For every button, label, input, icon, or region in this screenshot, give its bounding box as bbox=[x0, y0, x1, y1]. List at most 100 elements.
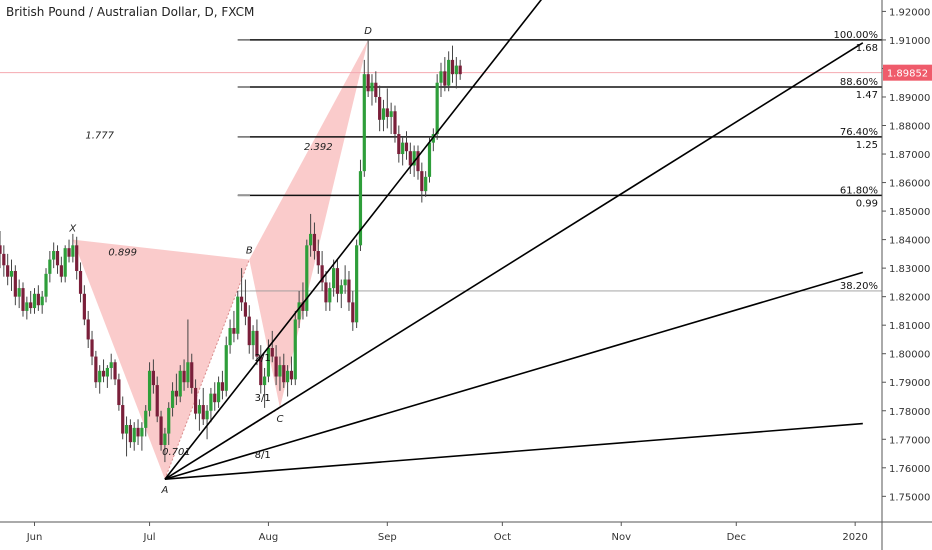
candle-body[interactable] bbox=[48, 259, 52, 274]
candle-body[interactable] bbox=[178, 370, 182, 397]
candle-body[interactable] bbox=[362, 74, 366, 172]
candle-body[interactable] bbox=[52, 251, 56, 260]
candle-body[interactable] bbox=[397, 134, 401, 155]
candle-body[interactable] bbox=[21, 288, 25, 311]
candle-body[interactable] bbox=[186, 362, 190, 383]
candle-body[interactable] bbox=[286, 370, 290, 383]
candle-body[interactable] bbox=[55, 251, 60, 266]
candle-body[interactable] bbox=[332, 268, 336, 289]
candle-body[interactable] bbox=[420, 171, 424, 192]
candle-body[interactable] bbox=[343, 279, 347, 286]
candle-body[interactable] bbox=[6, 265, 10, 277]
candle-body[interactable] bbox=[201, 405, 205, 420]
candle-body[interactable] bbox=[282, 365, 286, 383]
candle-body[interactable] bbox=[136, 427, 140, 437]
candle-body[interactable] bbox=[259, 356, 263, 386]
candle-body[interactable] bbox=[404, 142, 409, 152]
candle-body[interactable] bbox=[29, 302, 33, 309]
candle-body[interactable] bbox=[266, 348, 271, 377]
candle-body[interactable] bbox=[228, 328, 232, 346]
candle-body[interactable] bbox=[182, 370, 186, 383]
candle-body[interactable] bbox=[193, 387, 198, 414]
candle-body[interactable] bbox=[197, 405, 202, 414]
candle-body[interactable] bbox=[190, 362, 194, 388]
candle-body[interactable] bbox=[274, 356, 278, 377]
candle-body[interactable] bbox=[25, 302, 29, 311]
candle-body[interactable] bbox=[128, 425, 132, 443]
candle-body[interactable] bbox=[389, 111, 393, 117]
candle-body[interactable] bbox=[236, 296, 240, 334]
candle-body[interactable] bbox=[385, 108, 389, 117]
candle-body[interactable] bbox=[424, 176, 428, 192]
candle-body[interactable] bbox=[94, 356, 98, 383]
candle-body[interactable] bbox=[209, 393, 213, 411]
candle-body[interactable] bbox=[378, 96, 382, 120]
candle-body[interactable] bbox=[447, 59, 451, 86]
candle-body[interactable] bbox=[263, 376, 267, 386]
candle-body[interactable] bbox=[220, 382, 225, 391]
candle-body[interactable] bbox=[121, 405, 125, 434]
candle-body[interactable] bbox=[71, 245, 75, 257]
candle-body[interactable] bbox=[63, 248, 67, 277]
candle-body[interactable] bbox=[132, 427, 136, 443]
candle-body[interactable] bbox=[251, 330, 255, 346]
candle-body[interactable] bbox=[324, 282, 328, 303]
candle-body[interactable] bbox=[454, 65, 458, 75]
candle-body[interactable] bbox=[301, 302, 305, 311]
candle-body[interactable] bbox=[40, 296, 44, 306]
candle-body[interactable] bbox=[44, 273, 48, 297]
candle-body[interactable] bbox=[216, 382, 221, 403]
candle-body[interactable] bbox=[0, 245, 2, 254]
candle-body[interactable] bbox=[174, 390, 178, 397]
candle-body[interactable] bbox=[393, 111, 397, 135]
candle-body[interactable] bbox=[159, 416, 163, 445]
candle-body[interactable] bbox=[293, 319, 297, 380]
candle-body[interactable] bbox=[98, 370, 102, 383]
candle-body[interactable] bbox=[224, 345, 228, 391]
candle-body[interactable] bbox=[205, 410, 209, 420]
candle-body[interactable] bbox=[270, 348, 274, 357]
candle-body[interactable] bbox=[320, 265, 324, 283]
candle-body[interactable] bbox=[105, 367, 109, 377]
candle-body[interactable] bbox=[243, 302, 248, 317]
candle-body[interactable] bbox=[124, 425, 129, 434]
candle-body[interactable] bbox=[351, 302, 355, 323]
candle-body[interactable] bbox=[78, 270, 83, 294]
candle-body[interactable] bbox=[278, 365, 282, 377]
candle-body[interactable] bbox=[408, 151, 412, 166]
candle-body[interactable] bbox=[439, 71, 443, 83]
candle-body[interactable] bbox=[36, 293, 40, 306]
candle-body[interactable] bbox=[255, 330, 259, 357]
candle-body[interactable] bbox=[9, 270, 14, 277]
candle-body[interactable] bbox=[155, 385, 159, 417]
candle-body[interactable] bbox=[316, 251, 320, 266]
candle-body[interactable] bbox=[289, 370, 294, 380]
candle-body[interactable] bbox=[328, 288, 332, 303]
candle-body[interactable] bbox=[358, 171, 363, 246]
candle-body[interactable] bbox=[416, 151, 420, 172]
candle-body[interactable] bbox=[113, 362, 117, 380]
candle-body[interactable] bbox=[144, 410, 148, 428]
candle-body[interactable] bbox=[370, 82, 374, 92]
candle-body[interactable] bbox=[167, 407, 171, 434]
candle-body[interactable] bbox=[140, 427, 144, 437]
candle-body[interactable] bbox=[450, 59, 455, 75]
candle-body[interactable] bbox=[170, 390, 175, 408]
candle-body[interactable] bbox=[305, 245, 309, 311]
candle-body[interactable] bbox=[101, 370, 106, 377]
candle-body[interactable] bbox=[335, 268, 340, 294]
candle-body[interactable] bbox=[427, 142, 432, 177]
candle-body[interactable] bbox=[147, 370, 152, 411]
candle-body[interactable] bbox=[2, 253, 6, 266]
candle-body[interactable] bbox=[67, 248, 71, 257]
candle-body[interactable] bbox=[435, 82, 439, 135]
candle-body[interactable] bbox=[339, 285, 343, 294]
candle-body[interactable] bbox=[312, 233, 317, 252]
candle-body[interactable] bbox=[59, 265, 63, 277]
candle-body[interactable] bbox=[458, 65, 462, 75]
candle-body[interactable] bbox=[13, 270, 17, 297]
candle-body[interactable] bbox=[401, 142, 405, 155]
candle-body[interactable] bbox=[86, 319, 90, 340]
candle-body[interactable] bbox=[32, 293, 37, 309]
